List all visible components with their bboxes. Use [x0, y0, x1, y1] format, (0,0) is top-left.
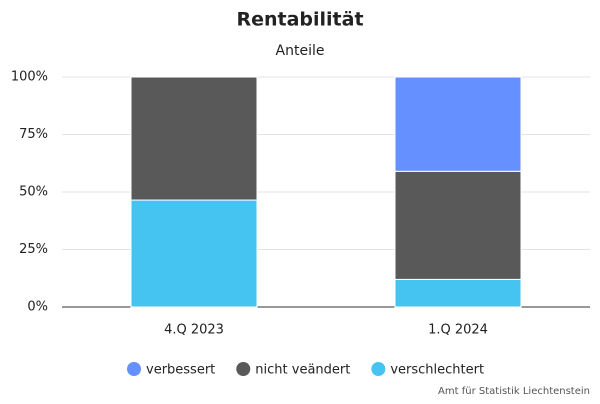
y-tick-label: 25%: [19, 242, 48, 257]
y-tick-label: 100%: [11, 70, 48, 85]
legend-marker: [236, 362, 251, 376]
chart-title: Rentabilität: [236, 9, 363, 31]
x-tick-label: 4.Q 2023: [164, 323, 224, 338]
legend-label: verbessert: [146, 363, 215, 378]
legend-marker: [127, 362, 141, 376]
chart-subtitle: Anteile: [276, 43, 325, 59]
bar-segment: [394, 278, 522, 308]
legend-label: nicht veändert: [255, 363, 350, 378]
y-tick-label: 50%: [19, 185, 48, 200]
bar-segment: [394, 76, 522, 172]
x-tick-label: 1.Q 2024: [428, 323, 488, 338]
legend-label: verschlechtert: [390, 363, 484, 378]
legend-marker: [371, 362, 386, 376]
bar-segment: [130, 76, 258, 201]
credit: Amt für Statistik Liechtenstein: [438, 386, 590, 397]
bar-segment: [130, 199, 258, 308]
y-tick-label: 0%: [27, 300, 48, 315]
bar-segment: [394, 170, 522, 280]
y-tick-label: 75%: [19, 127, 48, 142]
